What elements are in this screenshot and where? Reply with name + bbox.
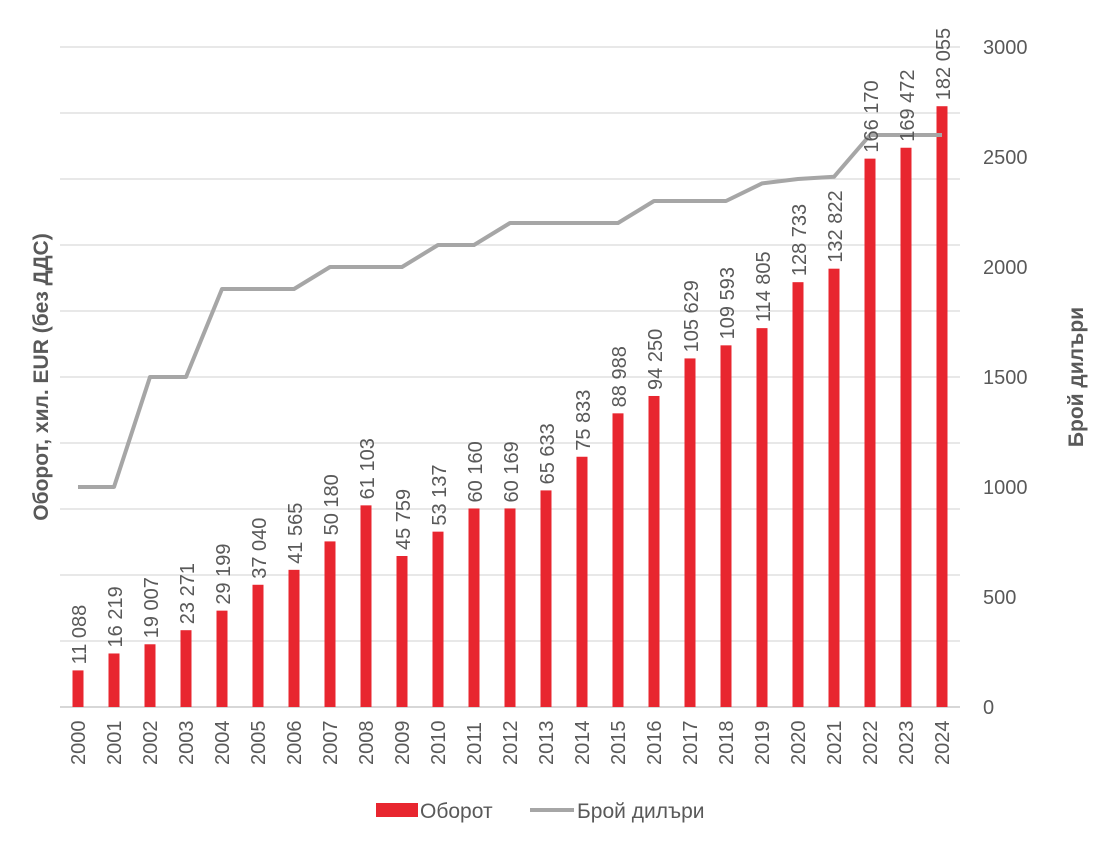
bar-2001 — [108, 653, 120, 707]
x-tick-2012: 2012 — [500, 721, 522, 766]
legend-swatch-bar — [376, 803, 418, 817]
x-tick-2023: 2023 — [896, 721, 918, 766]
bar-2023 — [900, 147, 912, 707]
data-label-2022: 166 170 — [861, 80, 883, 152]
data-label-2021: 132 822 — [825, 190, 847, 262]
right-tick-3000: 3000 — [983, 37, 1028, 59]
x-tick-2021: 2021 — [824, 721, 846, 766]
data-label-2006: 41 565 — [285, 503, 307, 564]
x-tick-2016: 2016 — [644, 721, 666, 766]
data-label-2013: 65 633 — [537, 423, 559, 484]
bar-2009 — [396, 555, 408, 707]
bars-series — [72, 106, 948, 707]
data-label-2001: 16 219 — [105, 586, 127, 647]
bar-2005 — [252, 584, 264, 707]
x-tick-2017: 2017 — [680, 721, 702, 766]
x-tick-2013: 2013 — [536, 721, 558, 766]
bar-2024 — [936, 106, 948, 707]
x-tick-2006: 2006 — [284, 721, 306, 766]
data-label-2014: 75 833 — [573, 390, 595, 451]
bar-2010 — [432, 531, 444, 707]
gridlines — [60, 46, 960, 708]
data-label-2010: 53 137 — [429, 464, 451, 525]
line-series — [77, 133, 943, 489]
right-tick-2500: 2500 — [983, 147, 1028, 169]
bar-2007 — [324, 541, 336, 707]
legend-label-bar: Оборот — [420, 800, 493, 823]
data-label-2003: 23 271 — [177, 563, 199, 624]
x-tick-2019: 2019 — [752, 721, 774, 766]
bar-2019 — [756, 328, 768, 707]
x-tick-2001: 2001 — [104, 721, 126, 766]
x-tick-2005: 2005 — [248, 721, 270, 766]
left-axis-title: Оборот, хил. EUR (без ДДС) — [30, 233, 53, 520]
bar-2020 — [792, 282, 804, 707]
data-label-2024: 182 055 — [933, 28, 955, 100]
data-label-2007: 50 180 — [321, 474, 343, 535]
data-label-2012: 60 169 — [501, 441, 523, 502]
data-label-2017: 105 629 — [681, 280, 703, 352]
data-label-2005: 37 040 — [249, 518, 271, 579]
data-label-2008: 61 103 — [357, 438, 379, 499]
bar-2008 — [360, 505, 372, 707]
bar-2014 — [576, 456, 588, 707]
x-tick-2010: 2010 — [428, 721, 450, 766]
right-tick-1500: 1500 — [983, 367, 1028, 389]
data-label-2002: 19 007 — [141, 577, 163, 638]
data-label-2020: 128 733 — [789, 204, 811, 276]
data-label-2023: 169 472 — [897, 69, 919, 141]
x-tick-2024: 2024 — [932, 721, 954, 766]
x-tick-2002: 2002 — [140, 721, 162, 766]
x-tick-2004: 2004 — [212, 721, 234, 766]
bar-2018 — [720, 345, 732, 707]
data-label-2018: 109 593 — [717, 267, 739, 339]
bar-2012 — [504, 508, 516, 707]
data-labels: 11 088 16 219 19 007 23 271 29 199 37 040 41 5… — [69, 28, 955, 664]
x-tick-2007: 2007 — [320, 721, 342, 766]
bar-2000 — [72, 670, 84, 707]
bar-2003 — [180, 630, 192, 707]
bar-2006 — [288, 569, 300, 707]
x-tick-2018: 2018 — [716, 721, 738, 766]
bar-2002 — [144, 644, 156, 707]
bar-2015 — [612, 413, 624, 707]
data-label-2009: 45 759 — [393, 489, 415, 550]
legend: Оборот Брой дилъри — [376, 800, 704, 823]
data-label-2016: 94 250 — [645, 329, 667, 390]
x-tick-2003: 2003 — [176, 721, 198, 766]
right-tick-0: 0 — [983, 697, 994, 719]
right-axis-ticks: 0 500 1000 1500 2000 2500 3000 — [983, 37, 1028, 719]
bar-2011 — [468, 508, 480, 707]
right-tick-500: 500 — [983, 587, 1016, 609]
data-label-2011: 60 160 — [465, 441, 487, 502]
bar-2022 — [864, 158, 876, 707]
right-tick-2000: 2000 — [983, 257, 1028, 279]
bar-2016 — [648, 395, 660, 707]
bar-2013 — [540, 490, 552, 707]
data-label-2004: 29 199 — [213, 543, 235, 604]
x-tick-2008: 2008 — [356, 721, 378, 766]
data-label-2015: 88 988 — [609, 346, 631, 407]
right-tick-1000: 1000 — [983, 477, 1028, 499]
legend-label-line: Брой дилъри — [577, 800, 704, 823]
x-tick-2011: 2011 — [464, 722, 486, 765]
data-label-2019: 114 805 — [753, 251, 775, 322]
bar-2017 — [684, 358, 696, 707]
x-tick-2014: 2014 — [572, 721, 594, 766]
x-tick-2022: 2022 — [860, 721, 882, 766]
x-tick-2000: 2000 — [68, 721, 90, 766]
x-tick-2015: 2015 — [608, 721, 630, 766]
x-tick-2020: 2020 — [788, 721, 810, 766]
x-tick-2009: 2009 — [392, 721, 414, 766]
x-axis-ticks: 2000 2001 2002 2003 2004 2005 2006 2007 2008 2009… — [68, 721, 954, 766]
bar-2021 — [828, 268, 840, 707]
data-label-2000: 11 088 — [69, 605, 91, 665]
right-axis-title: Брой дилъри — [1065, 307, 1088, 447]
bar-2004 — [216, 610, 228, 707]
